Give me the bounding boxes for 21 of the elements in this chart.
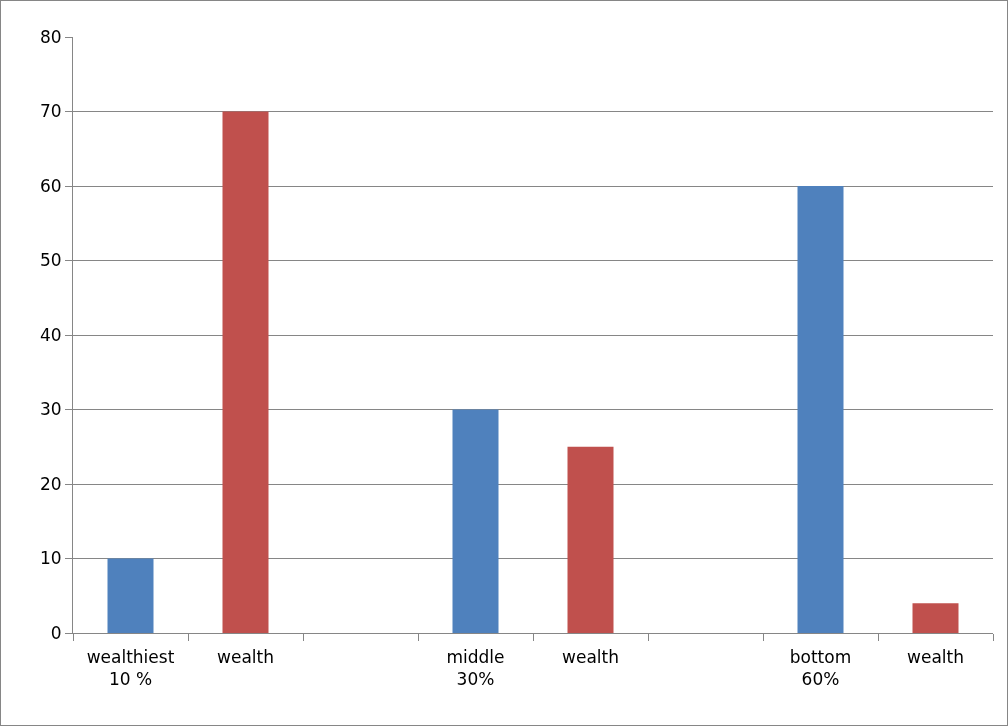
- y-tick-label: 80: [39, 26, 62, 47]
- y-tick-label: 0: [50, 622, 62, 643]
- x-tick-label: middle 30%: [446, 647, 505, 690]
- bar: [452, 409, 499, 633]
- bar: [567, 446, 614, 633]
- y-tick-label: 10: [39, 548, 62, 569]
- x-tick-label: wealth: [217, 647, 274, 667]
- x-tick-label: wealthiest 10 %: [86, 647, 175, 690]
- bar: [107, 558, 154, 633]
- bar: [912, 603, 959, 633]
- y-tick-label: 70: [39, 101, 62, 122]
- x-tick-label: bottom 60%: [789, 647, 852, 690]
- y-tick-label: 40: [39, 324, 62, 345]
- y-tick-label: 50: [39, 250, 62, 271]
- bar: [797, 186, 844, 633]
- x-tick-label: wealth: [907, 647, 964, 667]
- x-tick-label: wealth: [562, 647, 619, 667]
- y-tick-label: 30: [39, 399, 62, 420]
- y-tick-label: 60: [39, 175, 62, 196]
- bar: [222, 111, 269, 633]
- y-tick-label: 20: [39, 473, 62, 494]
